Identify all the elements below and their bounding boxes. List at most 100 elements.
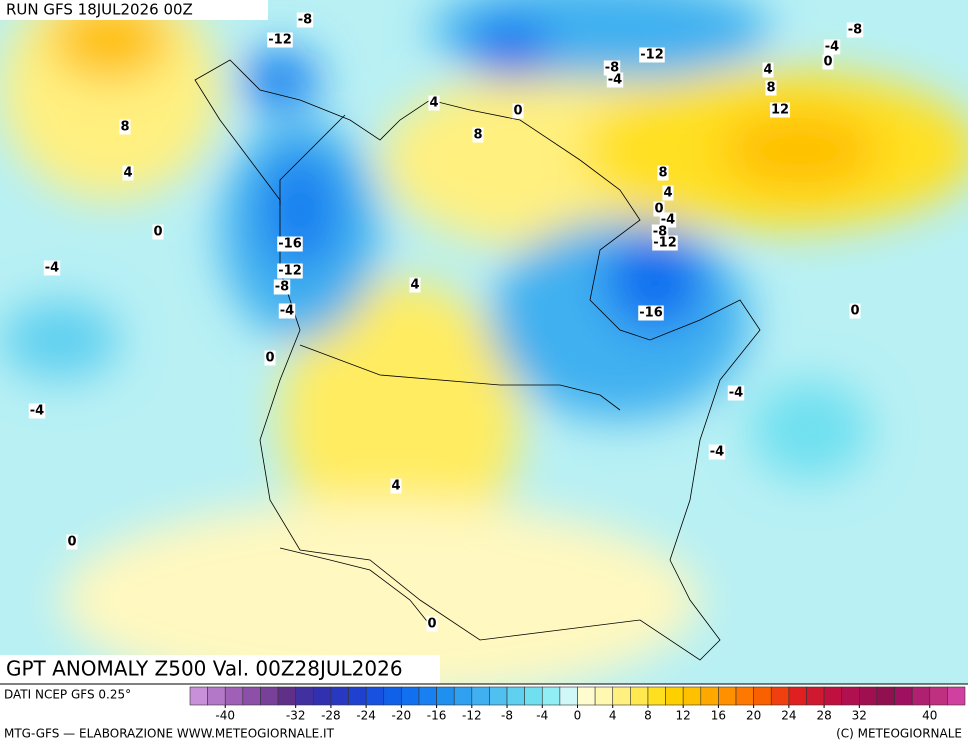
colorbar-tick-label: 28 [816, 709, 831, 723]
map-title: GPT ANOMALY Z500 Val. 00Z28JUL2026 [6, 657, 403, 681]
contour-label-bg [846, 22, 864, 38]
colorbar-swatch [647, 686, 666, 706]
colorbar-swatch [471, 686, 490, 706]
colorbar-swatch [224, 686, 244, 706]
colorbar-swatch [806, 686, 825, 706]
colorbar-swatch [383, 686, 402, 706]
contour-label: -4 [661, 213, 675, 228]
contour-label-bg [708, 444, 726, 460]
colorbar-swatch [418, 686, 437, 706]
contour-label: -4 [30, 404, 44, 419]
contour-label: -4 [710, 445, 724, 460]
contour-label: 4 [763, 63, 772, 78]
colorbar-swatch [312, 686, 332, 706]
contour-label-bg [66, 534, 78, 550]
colorbar-tick-label: -24 [356, 709, 376, 723]
contour-label-bg [426, 616, 438, 632]
colorbar-tick-label: 24 [781, 709, 796, 723]
colorbar-swatch [753, 686, 772, 706]
run-label: RUN GFS 18JUL2026 00Z [6, 1, 193, 19]
colorbar-swatch [295, 686, 314, 706]
colorbar-swatch [277, 686, 296, 706]
contour-label: 0 [513, 104, 522, 119]
contour-label-bg [28, 403, 46, 419]
colorbar-swatch [894, 686, 913, 706]
colorbar-swatch [453, 686, 473, 706]
contour-label-bg [390, 478, 402, 494]
colorbar-tick-label: -4 [536, 709, 548, 723]
contour-label-bg [472, 127, 484, 143]
colorbar-tick-label: -8 [501, 709, 513, 723]
contour-label: 12 [771, 103, 789, 118]
colorbar-swatch [436, 686, 455, 706]
colorbar-swatch [859, 686, 878, 706]
contour-label-bg [762, 62, 774, 78]
colorbar-swatch [735, 686, 754, 706]
colorbar-swatch [541, 686, 561, 706]
contour-label-bg [119, 119, 131, 135]
colorbar-tick-label: 32 [852, 709, 867, 723]
colorbar-tick-label: -20 [392, 709, 412, 723]
contour-label-bg [122, 165, 134, 181]
colorbar-swatch [260, 686, 279, 706]
colorbar-tick-label: -16 [427, 709, 447, 723]
colorbar-swatch [189, 686, 208, 706]
colorbar-swatch [823, 686, 843, 706]
contour-label-bg [659, 212, 677, 228]
contour-label: 0 [265, 351, 274, 366]
colorbar-swatch [506, 686, 525, 706]
colorbar-tick-label: -12 [462, 709, 482, 723]
contour-label-bg [43, 260, 61, 276]
colorbar-tick-label: 12 [676, 709, 691, 723]
colorbar-tick-label: 16 [711, 709, 726, 723]
contour-label: 0 [654, 202, 663, 217]
contour-label: -4 [825, 40, 839, 55]
contour-label-bg [662, 185, 674, 201]
colorbar-swatch [489, 686, 508, 706]
contour-label: 4 [663, 186, 672, 201]
title-box [0, 655, 440, 684]
border [279, 547, 431, 626]
colorbar-swatch [559, 686, 578, 706]
map-field: GPT ANOMALY Z500 Val. 00Z28JUL2026 RUN G… [0, 0, 968, 684]
footer-right: (C) METEOGIORNALE [836, 727, 962, 741]
colorbar-swatch [788, 686, 807, 706]
contour-label-bg [769, 102, 791, 118]
colorbar-swatch [911, 686, 931, 706]
contour-label: 8 [658, 166, 667, 181]
contour-label: 0 [823, 55, 832, 70]
colorbar-swatch [700, 686, 719, 706]
colorbar-swatch [348, 686, 367, 706]
source-label: DATI NCEP GFS 0.25° [4, 688, 131, 702]
contour-label: -4 [280, 304, 294, 319]
contour-label-bg [657, 165, 669, 181]
colorbar-swatch [401, 686, 420, 706]
colorbar-swatch [770, 686, 790, 706]
contour-label: -8 [275, 280, 289, 295]
colorbar-tick-label: 0 [574, 709, 582, 723]
colorbar-swatch [630, 686, 649, 706]
colorbar-swatch [242, 686, 261, 706]
border [279, 114, 346, 205]
coastline [194, 59, 761, 661]
contour-label-bg [653, 201, 665, 217]
contour-label-bg [296, 12, 314, 28]
contour-label: -12 [640, 48, 664, 63]
contour-label-bg [267, 32, 293, 48]
contour-label: -16 [278, 237, 302, 252]
contour-label: -12 [653, 236, 677, 251]
contour-label: 0 [850, 304, 859, 319]
colorbar-tick-label: -28 [321, 709, 341, 723]
contour-label: 0 [153, 225, 162, 240]
colorbar-tick-label: -40 [215, 709, 235, 723]
contour-label-bg [822, 54, 834, 70]
contour-label: -4 [608, 73, 622, 88]
contour-label-bg [264, 350, 276, 366]
contour-label-bg [152, 224, 164, 240]
contour-label: -8 [298, 13, 312, 28]
colorbar-swatch [524, 686, 543, 706]
contour-label-bg [512, 103, 524, 119]
contour-label-bg [428, 95, 440, 111]
colorbar-swatch [841, 686, 860, 706]
